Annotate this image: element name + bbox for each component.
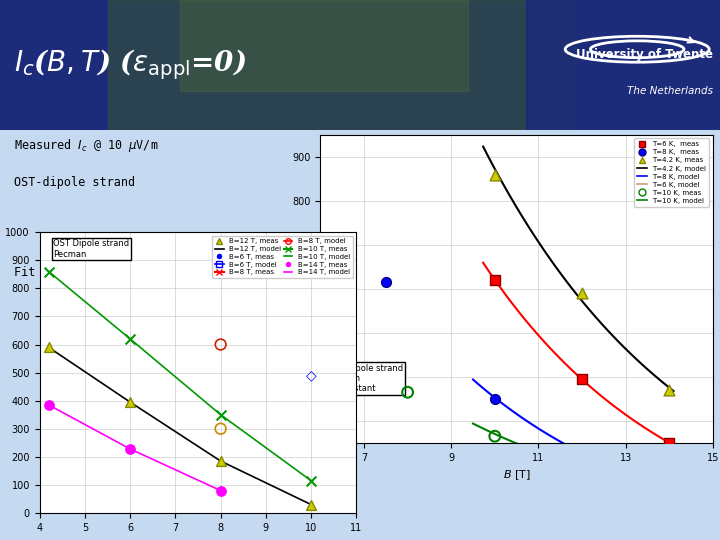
Point [215,410,226,419]
Text: OST Dipole strand
Pacman
T=constant: OST Dipole strand Pacman T=constant [327,363,403,394]
Bar [108,0,576,130]
Point [43,267,55,276]
Point [576,289,588,298]
Point [305,500,317,509]
Text: OST Dipole strand
Pecman: OST Dipole strand Pecman [53,239,130,259]
Point [380,278,392,287]
Legend: B=12 T, meas, B=12 T, model, B=6 T, meas, B=6 T, model, B=8 T, meas, B=8 T, mode: B=12 T, meas, B=12 T, model, B=6 T, meas… [212,235,353,278]
Point [576,467,588,476]
Point [489,395,500,403]
Text: Measured $I_c$ @ 10 $\mu$V/m: Measured $I_c$ @ 10 $\mu$V/m [14,137,159,154]
Point [489,276,500,285]
Point [215,457,226,465]
Y-axis label: critical current, $I_c$ [A]: critical current, $I_c$ [A] [276,238,289,340]
Text: Fit to Dev Strain Model: Fit to Dev Strain Model [14,266,179,279]
Point [663,485,675,494]
Point [215,424,226,433]
Y-axis label: critical current, $I_c$ [A]: critical current, $I_c$ [A] [0,321,3,424]
Point [305,476,317,485]
Text: ◇: ◇ [306,368,317,382]
Point [125,444,136,453]
Point [663,438,675,447]
Point [336,324,348,333]
Text: OST-dipole strand: OST-dipole strand [14,176,135,189]
Point [576,448,588,457]
Text: University of Twente: University of Twente [576,48,713,61]
Point [489,432,500,441]
X-axis label: $T$ [K]: $T$ [K] [184,538,212,540]
Point [43,343,55,352]
Point [489,170,500,179]
Text: $I_c$($B, T$) ($\varepsilon_{\rm appl}$=0): $I_c$($B, T$) ($\varepsilon_{\rm appl}$=… [14,48,247,82]
Point [43,401,55,409]
Point [215,486,226,495]
Bar [180,0,468,91]
Text: The Netherlands: The Netherlands [627,86,713,96]
Point [576,375,588,383]
X-axis label: $B$ [T]: $B$ [T] [503,468,531,482]
Point [125,335,136,343]
Point [125,398,136,407]
Point [215,340,226,349]
Point [663,485,675,494]
Point [663,386,675,394]
Bar [526,0,720,130]
Point [402,388,413,396]
Legend: T=6 K,  meas, T=8 K,  meas, T=4.2 K, meas, T=4.2 K, model, T=8 K, model, T=6 K, : T=6 K, meas, T=8 K, meas, T=4.2 K, meas,… [634,138,709,207]
